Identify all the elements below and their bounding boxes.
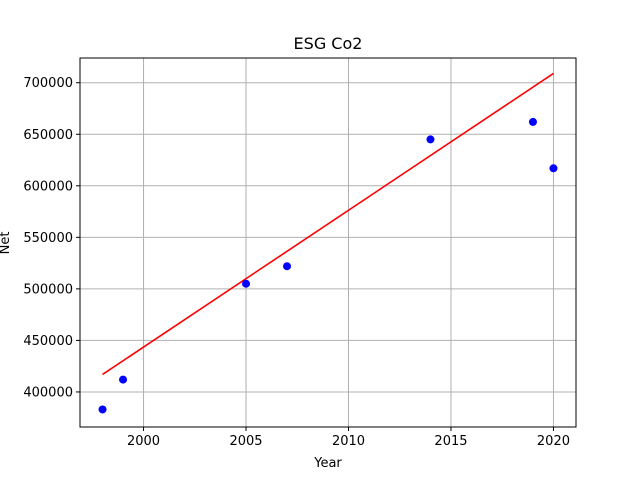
data-point bbox=[549, 164, 558, 173]
points-group bbox=[98, 117, 558, 414]
trend-line bbox=[102, 72, 554, 376]
x-tick-label: 2020 bbox=[537, 434, 570, 449]
y-tick-label: 600000 bbox=[23, 179, 73, 194]
y-axis-label: Net bbox=[0, 232, 13, 255]
y-tick-label: 650000 bbox=[23, 128, 73, 143]
data-point bbox=[98, 405, 107, 414]
x-axis-label: Year bbox=[313, 456, 342, 471]
trendline-group bbox=[102, 72, 554, 376]
y-tick-label: 500000 bbox=[23, 282, 73, 297]
y-tick-label: 550000 bbox=[23, 231, 73, 246]
y-axis: 400000 450000 500000 550000 600000 650000 7000… bbox=[23, 76, 80, 400]
grid-lines bbox=[80, 58, 576, 427]
x-tick-label: 2005 bbox=[229, 434, 262, 449]
x-tick-label: 2010 bbox=[332, 434, 365, 449]
data-point bbox=[283, 262, 292, 271]
data-point bbox=[426, 135, 435, 144]
x-axis: 2000 2005 2010 2015 2020 bbox=[127, 427, 570, 449]
y-tick-label: 700000 bbox=[23, 76, 73, 91]
y-tick-label: 450000 bbox=[23, 334, 73, 349]
x-tick-label: 2000 bbox=[127, 434, 160, 449]
y-tick-label: 400000 bbox=[23, 385, 73, 400]
plot-frame bbox=[79, 57, 577, 428]
x-tick-label: 2015 bbox=[434, 434, 467, 449]
chart-title: ESG Co2 bbox=[294, 34, 363, 53]
data-point bbox=[119, 375, 128, 384]
data-point bbox=[242, 279, 251, 288]
data-point bbox=[528, 117, 537, 126]
